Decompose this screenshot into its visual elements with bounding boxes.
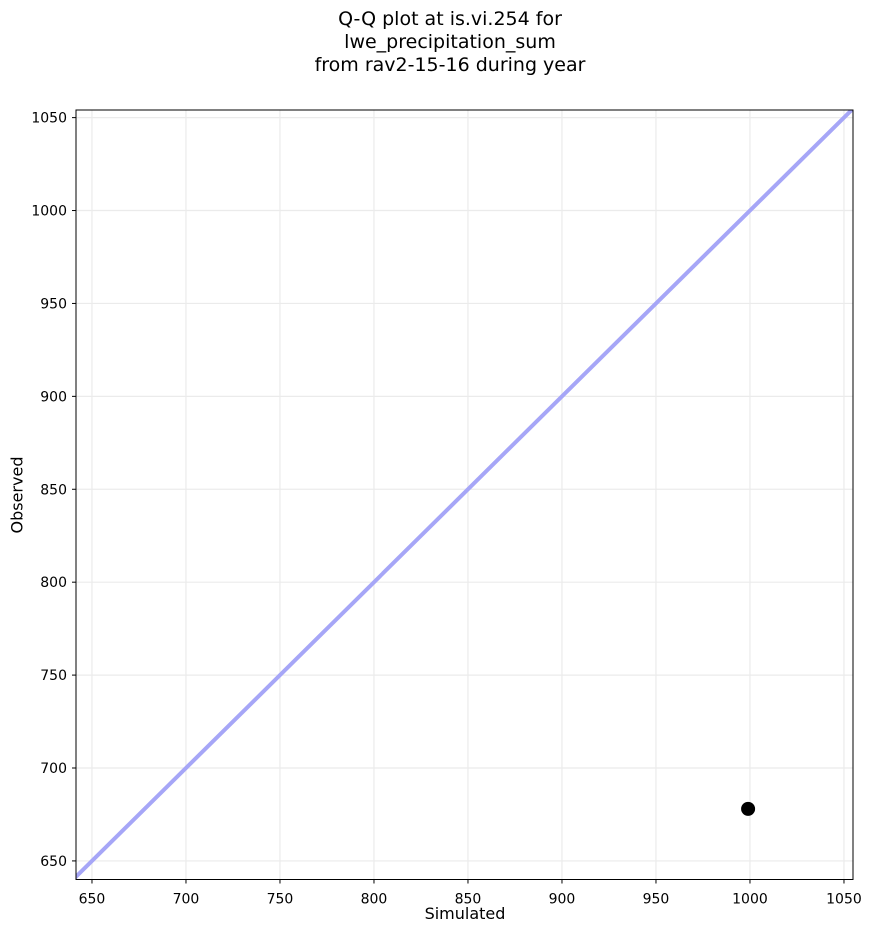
y-tick-label: 800: [40, 575, 67, 591]
y-tick-label: 1000: [31, 204, 67, 220]
x-tick-label: 800: [361, 892, 388, 908]
data-point: [741, 801, 756, 816]
x-tick-label: 950: [643, 892, 670, 908]
y-tick-label: 750: [40, 668, 67, 684]
x-tick-label: 900: [549, 892, 576, 908]
y-tick-label: 1050: [31, 111, 67, 127]
x-axis-label: Simulated: [424, 904, 506, 923]
x-tick-label: 850: [455, 892, 482, 908]
y-tick-label: 650: [40, 854, 67, 870]
y-axis-label: Observed: [7, 456, 27, 534]
x-tick-label: 1000: [732, 892, 768, 908]
x-tick-label: 750: [267, 892, 294, 908]
chart-title: Q-Q plot at is.vi.254 for lwe_precipitat…: [314, 8, 586, 76]
identity-line: [76, 110, 853, 880]
plot-border: [75, 109, 854, 880]
y-tick-label: 850: [40, 482, 67, 498]
y-tick-label: 700: [40, 761, 67, 777]
x-tick-label: 650: [79, 892, 106, 908]
y-tick-label: 950: [40, 296, 67, 312]
x-tick-label: 700: [173, 892, 200, 908]
y-tick-label: 900: [40, 389, 67, 405]
x-tick-label: 1050: [826, 892, 862, 908]
